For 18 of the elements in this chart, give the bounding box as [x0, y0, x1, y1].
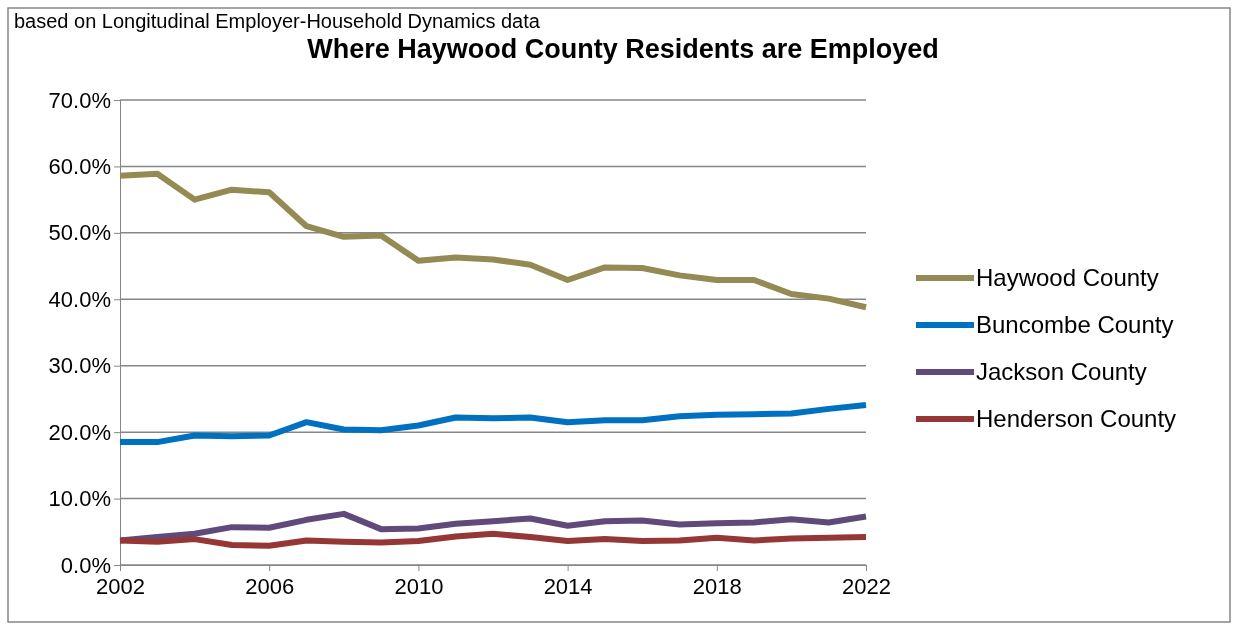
- chart-title: Where Haywood County Residents are Employed: [307, 34, 939, 64]
- legend-label: Haywood County: [976, 264, 1159, 291]
- y-tick-label: 60.0%: [48, 153, 111, 179]
- text: based on Longitudinal Employer-Household Dynamics data: [14, 10, 541, 32]
- x-tick-label: 2010: [394, 573, 444, 599]
- y-tick-label: 70.0%: [48, 87, 111, 113]
- y-tick-label: 30.0%: [48, 353, 111, 379]
- y-tick-label: 40.0%: [48, 286, 111, 312]
- legend-label: Buncombe County: [976, 311, 1174, 338]
- legend-label: Jackson County: [976, 358, 1147, 385]
- y-tick-label: 50.0%: [48, 220, 111, 246]
- legend-label: Henderson County: [976, 405, 1177, 432]
- x-tick-label: 2022: [842, 573, 891, 599]
- x-tick-label: 2018: [692, 573, 742, 599]
- x-tick-label: 2006: [245, 573, 295, 599]
- y-tick-label: 10.0%: [48, 486, 111, 512]
- x-tick-label: 2014: [543, 573, 593, 599]
- y-tick-label: 20.0%: [48, 419, 111, 445]
